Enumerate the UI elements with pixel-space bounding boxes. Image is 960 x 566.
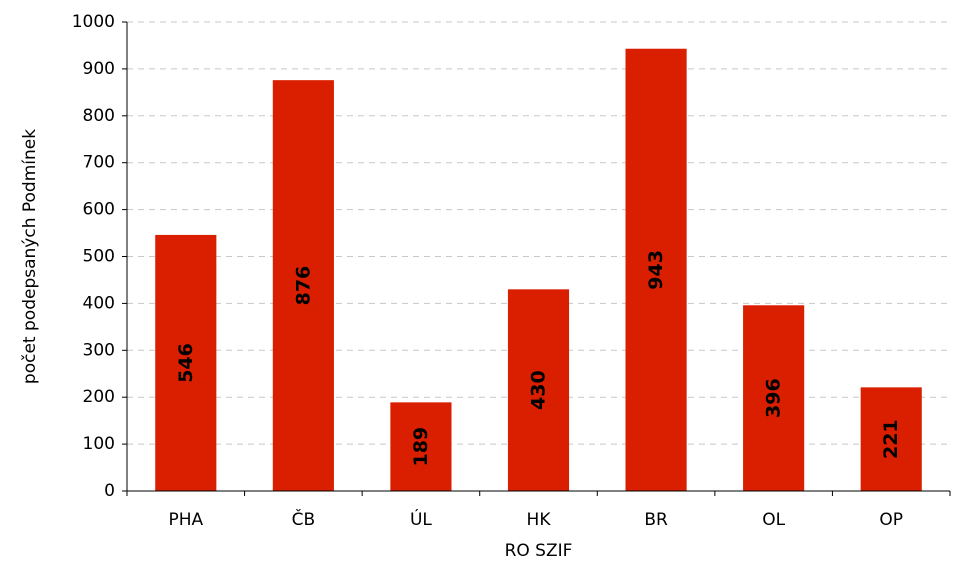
x-tick-label: HK [527,510,552,530]
bars [155,48,922,491]
x-tick-label: BR [644,510,668,530]
y-tick-label: 1000 [72,12,115,32]
bar-value-label: 430 [528,370,550,410]
bar [625,48,687,491]
x-tick-label: OL [762,510,785,530]
bar [507,289,570,491]
bar-value-label: 943 [645,250,667,290]
x-tick-label: OP [879,510,903,530]
bar-value-label: 546 [175,343,197,383]
bar [272,80,334,491]
bar-value-label: 876 [292,266,314,306]
y-tick-label: 900 [83,59,115,79]
bar [390,402,452,491]
y-tick-label: 800 [83,106,115,126]
x-tick-label: PHA [168,510,203,530]
y-axis-title: počet podepsaných Podmínek [20,129,40,384]
bar-value-label: 396 [763,378,785,418]
bar-value-label: 221 [880,419,902,459]
y-tick-label: 600 [83,200,115,220]
bar [155,234,217,491]
x-tick-label: ÚL [410,508,432,530]
y-tick-label: 200 [83,387,115,407]
bar [860,387,922,491]
y-tick-label: 400 [83,293,115,313]
bar-value-labels: 546 876 189 430 943 396 221 [175,250,902,466]
gridlines [127,21,950,445]
bar-value-label: 189 [410,427,432,467]
y-tick-label: 700 [83,153,115,173]
y-tick-label: 300 [83,340,115,360]
bar [743,305,805,491]
y-tick-label: 100 [83,434,115,454]
x-axis-ticks: PHA ČB ÚL HK BR OL OP [126,491,951,530]
x-axis-title: RO SZIF [505,541,573,561]
y-tick-label: 0 [104,481,115,501]
y-axis-ticks: 0 100 200 300 400 500 600 700 800 900 1000 [72,12,127,501]
y-tick-label: 500 [83,247,115,267]
x-tick-label: ČB [292,508,316,530]
